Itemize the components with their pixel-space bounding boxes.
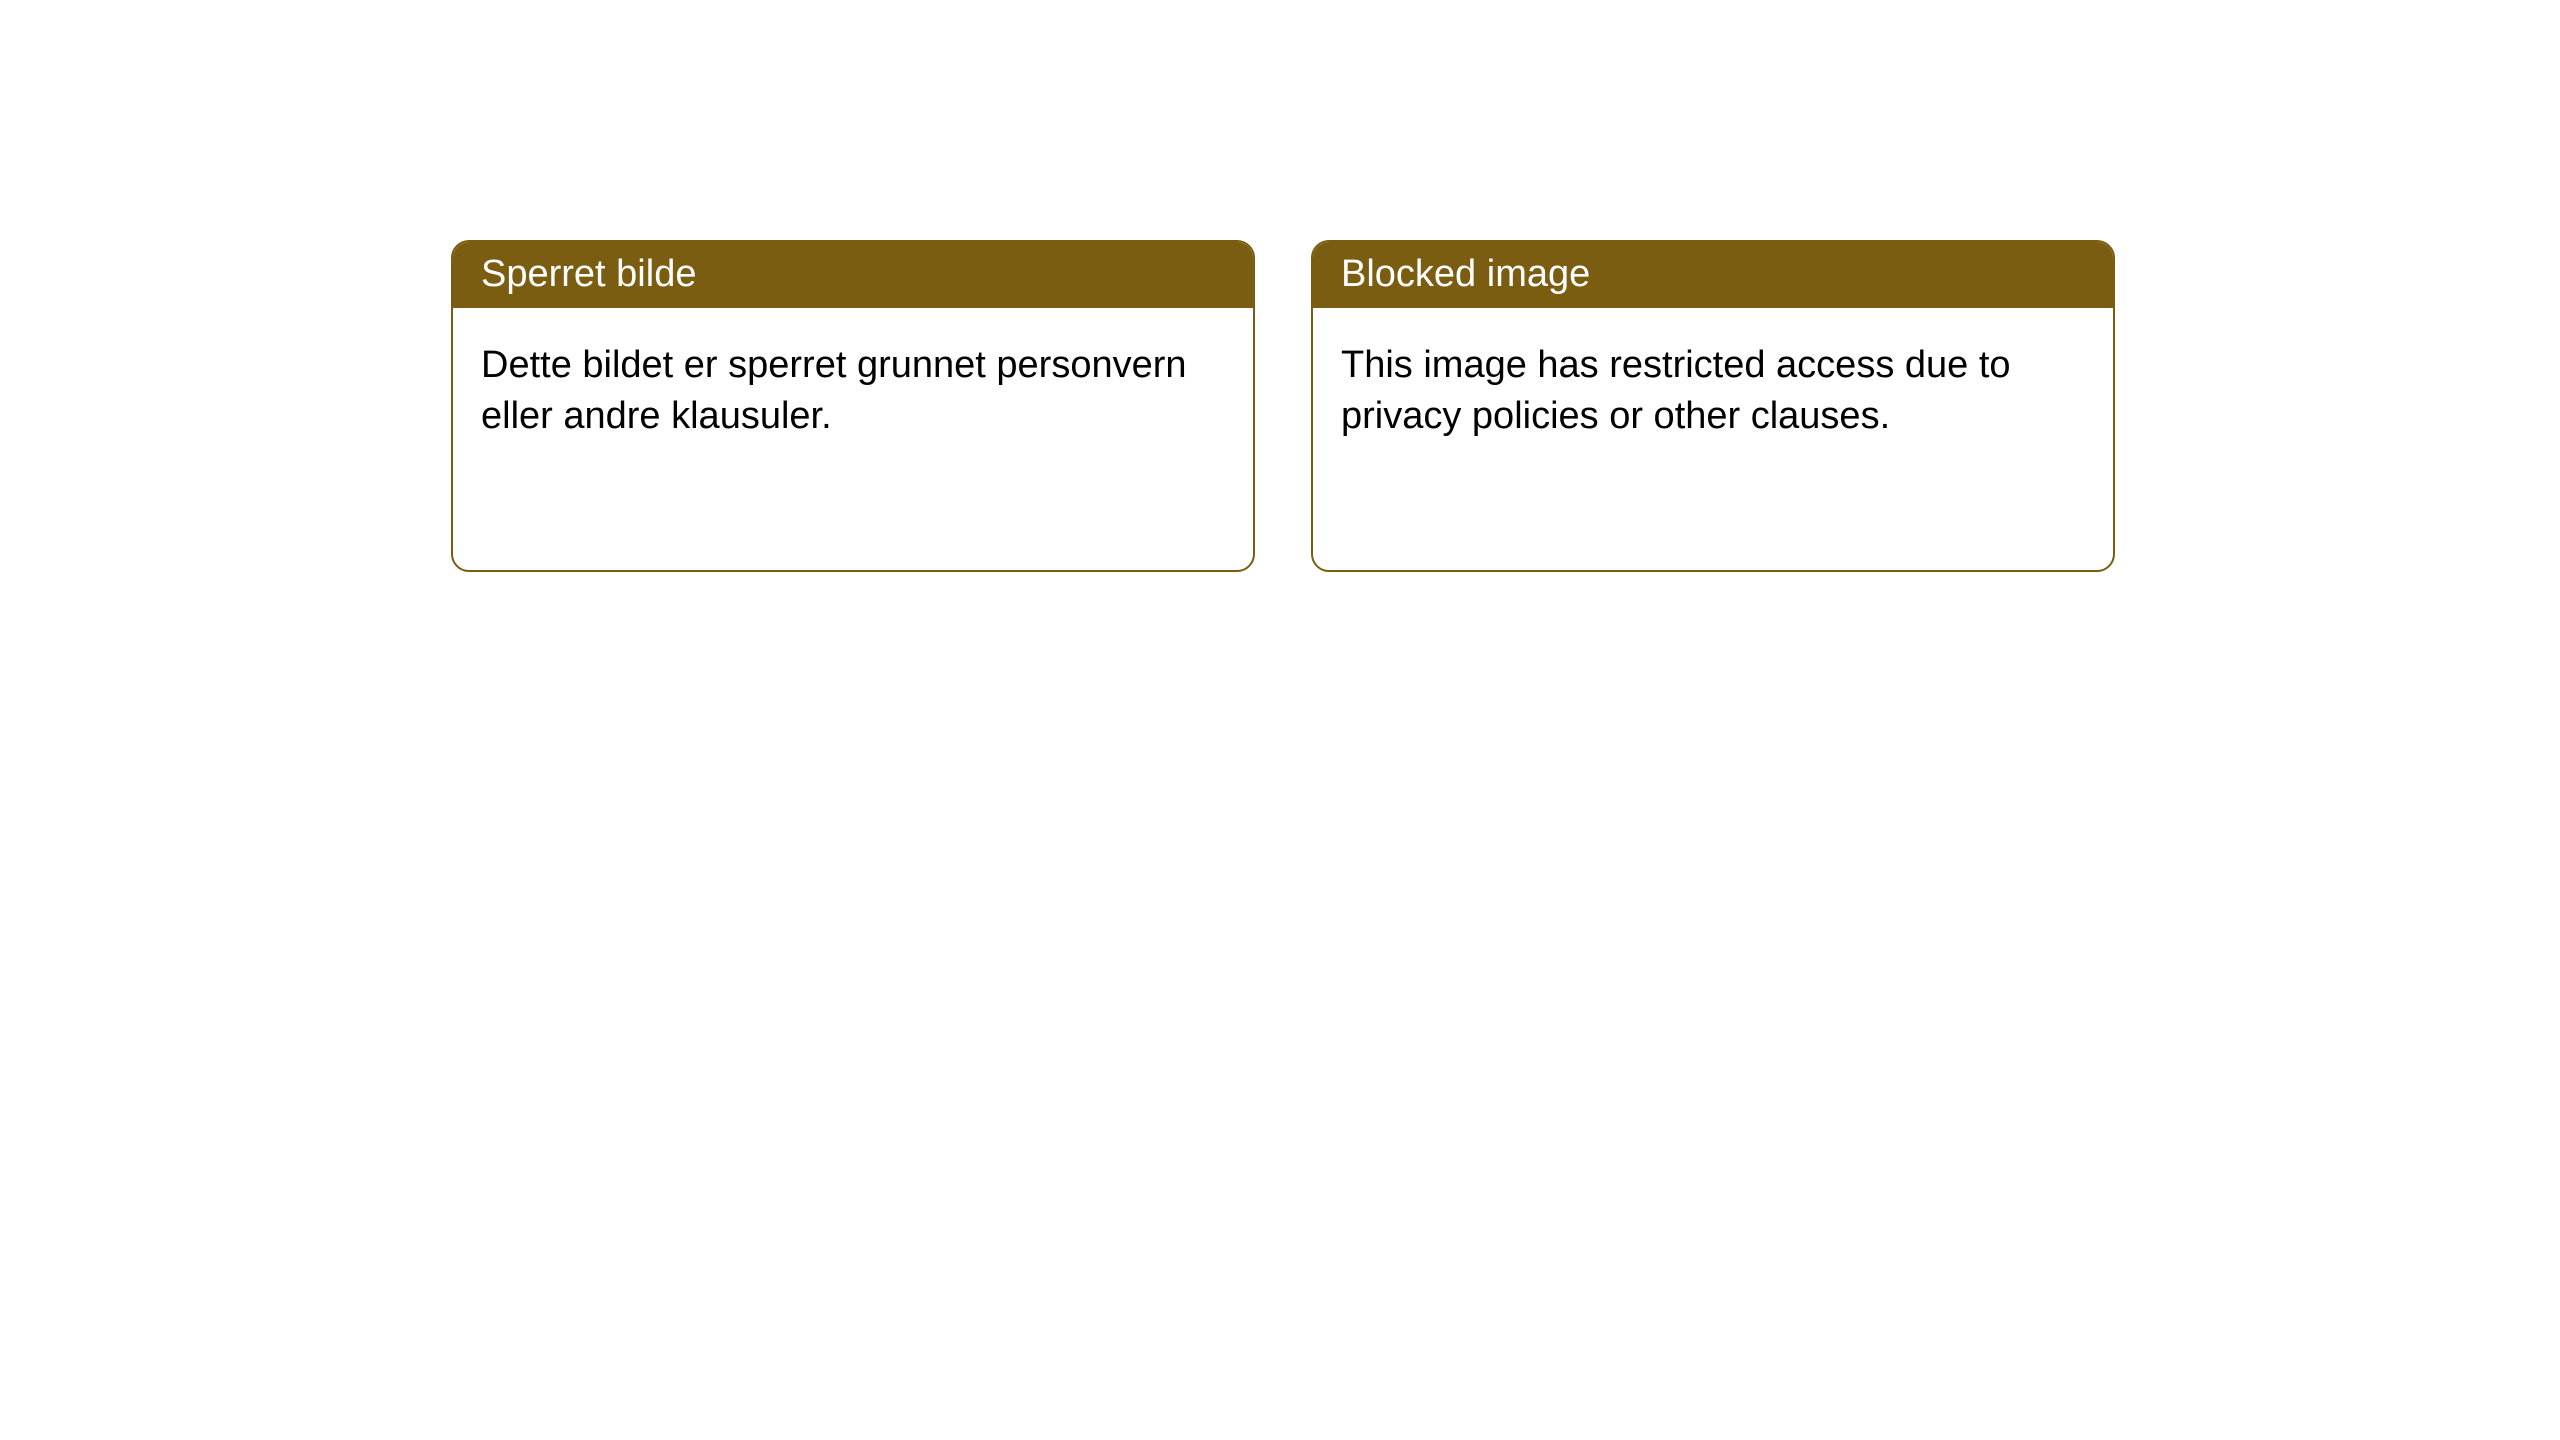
blocked-image-card-english: Blocked image This image has restricted … bbox=[1311, 240, 2115, 572]
notice-container: Sperret bilde Dette bildet er sperret gr… bbox=[451, 240, 2115, 572]
card-title: Blocked image bbox=[1341, 253, 1590, 295]
card-message: This image has restricted access due to … bbox=[1341, 344, 2011, 437]
blocked-image-card-norwegian: Sperret bilde Dette bildet er sperret gr… bbox=[451, 240, 1255, 572]
card-body-english: This image has restricted access due to … bbox=[1313, 308, 2113, 475]
card-title: Sperret bilde bbox=[481, 253, 696, 295]
card-body-norwegian: Dette bildet er sperret grunnet personve… bbox=[453, 308, 1253, 475]
card-header-english: Blocked image bbox=[1313, 242, 2113, 308]
card-message: Dette bildet er sperret grunnet personve… bbox=[481, 344, 1187, 437]
card-header-norwegian: Sperret bilde bbox=[453, 242, 1253, 308]
